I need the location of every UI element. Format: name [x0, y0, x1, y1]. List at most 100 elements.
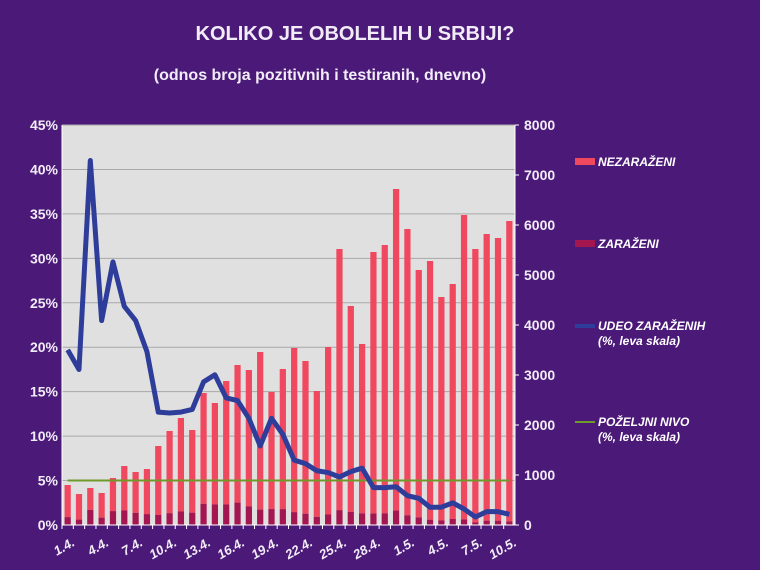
- left-axis-tick-label: 5%: [38, 473, 59, 489]
- right-axis-tick-label: 8000: [524, 117, 555, 133]
- right-axis-tick-label: 6000: [524, 217, 555, 233]
- x-axis-tick-label: 7.5.: [459, 535, 485, 559]
- bar-zarazeni: [121, 510, 128, 525]
- bar-nezarazeni: [381, 245, 388, 514]
- bar-nezarazeni: [245, 370, 252, 507]
- legend-swatch: [575, 158, 595, 165]
- bar-zarazeni: [291, 512, 298, 525]
- bar-zarazeni: [64, 517, 71, 525]
- bar-nezarazeni: [64, 485, 71, 518]
- bar-zarazeni: [87, 509, 94, 525]
- bar-nezarazeni: [234, 365, 241, 503]
- x-axis-tick-label: 4.5.: [424, 535, 451, 559]
- bar-zarazeni: [75, 519, 83, 525]
- right-axis-tick-label: 2000: [524, 417, 555, 433]
- bar-nezarazeni: [313, 391, 320, 517]
- legend-swatch: [575, 240, 595, 247]
- bar-zarazeni: [279, 509, 286, 525]
- left-axis-tick-label: 0%: [38, 517, 59, 533]
- bar-zarazeni: [177, 511, 185, 525]
- bar-zarazeni: [347, 511, 354, 525]
- bar-nezarazeni: [98, 493, 105, 518]
- legend-label: UDEO ZARAŽENIH: [598, 318, 706, 333]
- right-axis-tick-label: 7000: [524, 167, 555, 183]
- right-axis-tick-label: 4000: [524, 317, 555, 333]
- left-axis-tick-label: 25%: [30, 295, 59, 311]
- chart-subtitle: (odnos broja pozitivnih i testiranih, dn…: [154, 67, 486, 84]
- bar-zarazeni: [449, 518, 456, 525]
- x-axis-tick-label: 22.4.: [282, 535, 315, 563]
- right-axis-tick-label: 3000: [524, 367, 555, 383]
- right-axis-tick-label: 1000: [524, 467, 555, 483]
- x-axis-tick-label: 16.4.: [214, 535, 247, 562]
- bar-nezarazeni: [302, 361, 309, 514]
- left-axis-tick-label: 15%: [30, 384, 59, 400]
- bar-zarazeni: [472, 522, 479, 525]
- bar-zarazeni: [506, 521, 513, 525]
- bar-nezarazeni: [347, 306, 354, 512]
- bar-zarazeni: [257, 509, 264, 525]
- x-axis-tick-label: 10.5.: [486, 535, 519, 562]
- bar-zarazeni: [189, 512, 196, 525]
- lines: [65, 158, 510, 520]
- x-axis-tick-label: 25.4.: [316, 535, 349, 563]
- bar-zarazeni: [381, 513, 388, 525]
- bar-zarazeni: [325, 514, 332, 525]
- bar-nezarazeni: [392, 189, 400, 511]
- bar-nezarazeni: [75, 494, 83, 520]
- x-axis-tick-label: 4.4.: [84, 535, 111, 559]
- bar-zarazeni: [415, 517, 422, 525]
- left-axis-tick-label: 35%: [30, 206, 59, 222]
- bar-zarazeni: [166, 513, 173, 525]
- bar-zarazeni: [211, 504, 219, 525]
- bar-nezarazeni: [336, 249, 343, 511]
- bar-nezarazeni: [177, 418, 185, 512]
- bar-zarazeni: [460, 519, 468, 525]
- gridlines: [62, 124, 515, 482]
- bar-nezarazeni: [325, 347, 332, 515]
- x-axis-tick-label: 13.4.: [181, 535, 214, 562]
- bar-zarazeni: [313, 516, 320, 525]
- bar-zarazeni: [494, 520, 502, 525]
- bar-nezarazeni: [211, 403, 219, 505]
- bar-nezarazeni: [404, 229, 411, 516]
- bar-nezarazeni: [494, 238, 502, 521]
- bar-nezarazeni: [87, 488, 94, 510]
- bar-zarazeni: [404, 515, 411, 525]
- line-udeo-zarazenih: [65, 158, 510, 520]
- bar-zarazeni: [155, 515, 162, 525]
- left-axis-tick-label: 30%: [30, 250, 59, 266]
- bar-nezarazeni: [132, 472, 139, 513]
- bar-nezarazeni: [223, 381, 230, 505]
- x-axis-tick-label: 19.4.: [248, 535, 281, 562]
- bar-nezarazeni: [358, 344, 366, 514]
- bar-zarazeni: [483, 520, 490, 525]
- bar-zarazeni: [200, 503, 207, 525]
- bar-zarazeni: [358, 513, 366, 525]
- bar-nezarazeni: [506, 221, 513, 522]
- bar-nezarazeni: [370, 252, 377, 514]
- bar-nezarazeni: [291, 348, 298, 513]
- bar-nezarazeni: [460, 215, 468, 520]
- bar-nezarazeni: [449, 284, 456, 519]
- bar-nezarazeni: [257, 352, 264, 510]
- bar-zarazeni: [392, 510, 400, 525]
- bar-zarazeni: [98, 517, 105, 525]
- bar-nezarazeni: [483, 234, 490, 521]
- legend-label: POŽELJNI NIVO: [598, 414, 690, 429]
- right-axis-tick-label: 5000: [524, 267, 555, 283]
- bar-zarazeni: [370, 513, 377, 525]
- legend-label: NEZARAŽENI: [598, 154, 676, 169]
- bar-nezarazeni: [166, 431, 173, 514]
- x-axis-tick-label: 1.4.: [51, 535, 77, 559]
- x-axis-tick-label: 10.4.: [147, 535, 180, 562]
- x-axis-tick-label: 28.4.: [350, 535, 383, 563]
- bar-zarazeni: [268, 509, 275, 525]
- x-axis-tick-label: 1.5.: [391, 535, 417, 559]
- bar-nezarazeni: [472, 249, 479, 523]
- bar-zarazeni: [143, 514, 151, 525]
- bar-zarazeni: [426, 519, 434, 525]
- bar-zarazeni: [132, 512, 139, 525]
